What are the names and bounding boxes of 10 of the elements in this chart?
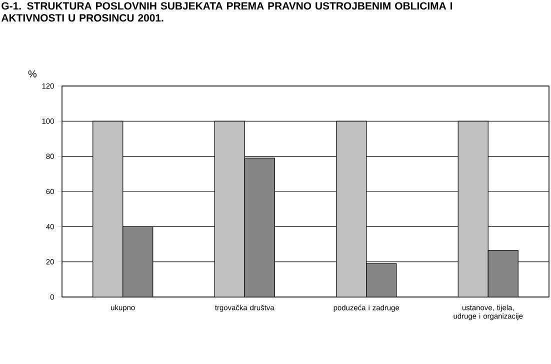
y-axis-title: %: [28, 70, 37, 78]
bar: [458, 120, 488, 297]
bar: [122, 226, 154, 297]
bar: [244, 158, 275, 297]
bar: [92, 120, 124, 297]
bar: [366, 263, 397, 297]
bar: [336, 120, 367, 297]
bar: [488, 250, 518, 297]
chart-title: G-1. STRUKTURA POSLOVNIH SUBJEKATA PREMA PRAVNO USTROJBENIM OBLICIMA I AKTIVNOSTI U PROSINCU 2001.: [1, 2, 452, 22]
bar: [214, 120, 245, 297]
